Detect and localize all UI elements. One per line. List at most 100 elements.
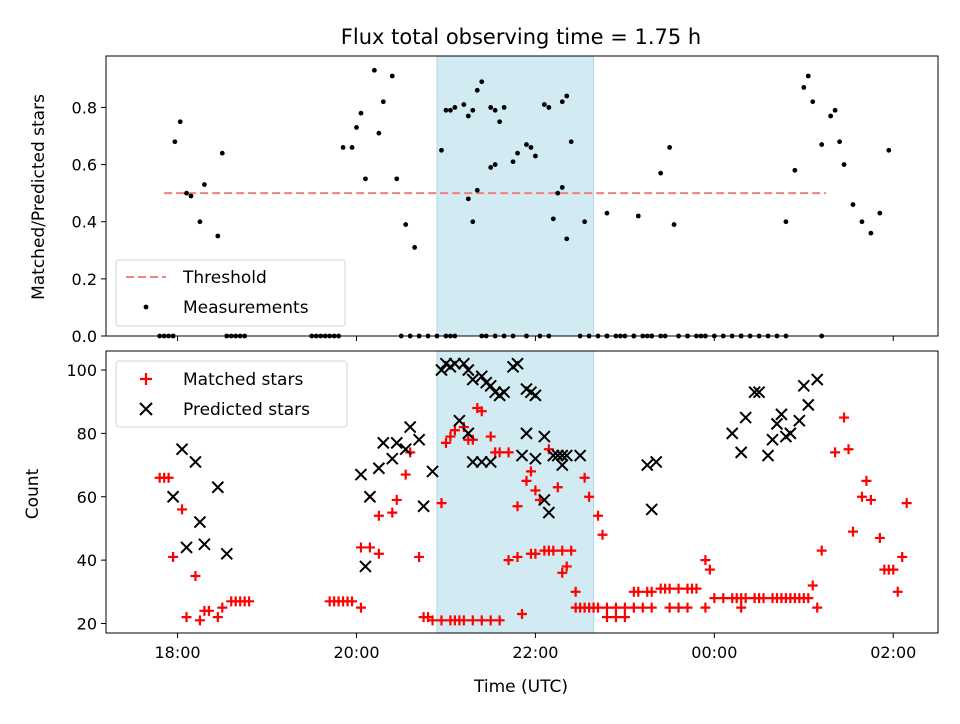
data-point bbox=[512, 501, 523, 512]
data-point bbox=[529, 389, 542, 402]
legend-frame bbox=[115, 259, 346, 327]
data-point bbox=[466, 373, 480, 386]
data-point bbox=[439, 147, 444, 153]
data-point bbox=[512, 551, 523, 562]
data-point bbox=[372, 462, 386, 475]
data-point bbox=[811, 373, 824, 386]
data-point bbox=[610, 602, 621, 613]
data-point bbox=[220, 547, 233, 560]
data-point bbox=[417, 500, 430, 513]
data-point bbox=[494, 615, 505, 626]
data-point bbox=[180, 541, 193, 554]
data-point bbox=[485, 431, 496, 442]
data-point bbox=[435, 363, 448, 377]
data-point bbox=[673, 583, 684, 594]
data-point bbox=[212, 612, 223, 623]
data-point bbox=[184, 190, 189, 196]
data-point bbox=[412, 245, 418, 250]
data-point bbox=[533, 153, 538, 159]
data-point bbox=[538, 430, 551, 443]
data-point bbox=[734, 446, 748, 459]
data-point bbox=[488, 165, 494, 170]
data-point bbox=[466, 455, 480, 469]
data-point bbox=[358, 110, 364, 116]
data-point bbox=[189, 455, 202, 469]
data-point bbox=[492, 162, 498, 167]
legend-predicted-label: Predicted stars bbox=[183, 400, 310, 420]
data-point bbox=[646, 602, 657, 613]
data-point bbox=[582, 219, 588, 225]
top-y-axis-label: Matched/Predicted stars bbox=[29, 94, 49, 300]
data-point bbox=[497, 119, 503, 125]
data-point bbox=[709, 593, 720, 604]
y-tick-label: 20 bbox=[77, 614, 97, 633]
data-point bbox=[812, 602, 823, 613]
data-point bbox=[215, 233, 221, 239]
data-point bbox=[550, 216, 556, 222]
data-point bbox=[566, 545, 577, 556]
data-point bbox=[843, 444, 854, 455]
data-point bbox=[373, 510, 384, 521]
data-point bbox=[474, 87, 480, 93]
data-point bbox=[559, 99, 565, 105]
data-point bbox=[802, 398, 815, 412]
data-point bbox=[485, 615, 496, 626]
data-point bbox=[561, 561, 572, 572]
data-point bbox=[601, 602, 612, 613]
data-point bbox=[445, 431, 456, 442]
data-point bbox=[521, 475, 532, 486]
data-point bbox=[467, 615, 478, 626]
data-point bbox=[830, 447, 841, 458]
data-point bbox=[510, 159, 516, 165]
data-point bbox=[556, 458, 569, 472]
data-point bbox=[517, 608, 527, 619]
data-point bbox=[188, 193, 194, 199]
data-point bbox=[559, 185, 565, 190]
data-point bbox=[551, 449, 564, 462]
data-point bbox=[610, 612, 621, 623]
data-point bbox=[391, 494, 402, 505]
data-point bbox=[837, 139, 842, 145]
data-point bbox=[761, 449, 775, 462]
data-point bbox=[700, 602, 711, 613]
data-point bbox=[584, 491, 595, 502]
data-point bbox=[593, 602, 604, 613]
data-point bbox=[865, 494, 876, 505]
data-point bbox=[775, 408, 788, 421]
data-point bbox=[682, 602, 693, 613]
data-point bbox=[673, 602, 684, 613]
data-point bbox=[497, 385, 511, 399]
data-point bbox=[848, 526, 859, 537]
data-point bbox=[766, 433, 779, 446]
data-point bbox=[458, 422, 469, 433]
data-point bbox=[897, 551, 908, 562]
data-point bbox=[190, 570, 201, 581]
data-point bbox=[868, 230, 874, 236]
x-tick-label: 20:00 bbox=[333, 643, 379, 662]
data-point bbox=[462, 363, 475, 377]
data-point bbox=[494, 447, 505, 458]
data-point bbox=[462, 427, 475, 440]
data-point bbox=[484, 379, 497, 393]
series-matched-stars bbox=[154, 403, 912, 626]
data-point bbox=[436, 615, 447, 626]
data-point bbox=[718, 593, 729, 604]
data-point bbox=[641, 458, 654, 472]
data-point bbox=[394, 176, 400, 182]
data-point bbox=[664, 583, 675, 594]
data-point bbox=[530, 485, 541, 496]
y-tick-label: 0.0 bbox=[72, 327, 97, 346]
top-panel: 0.0 0.2 0.4 0.6 0.8 Threshold Measurements bbox=[72, 55, 939, 346]
data-point bbox=[568, 139, 574, 145]
data-point bbox=[390, 436, 403, 450]
y-tick-label: 0.2 bbox=[72, 270, 97, 289]
y-tick-label: 80 bbox=[77, 424, 97, 443]
bottom-panel: 20 40 60 80 100 18:00 20:00 22:00 00:00 02:00 Matc… bbox=[66, 350, 939, 662]
data-point bbox=[359, 560, 372, 573]
data-point bbox=[525, 466, 536, 477]
x-tick-label: 22:00 bbox=[512, 643, 558, 662]
data-point bbox=[376, 130, 382, 136]
data-point bbox=[850, 202, 856, 207]
data-point bbox=[163, 472, 174, 483]
data-point bbox=[387, 507, 398, 518]
